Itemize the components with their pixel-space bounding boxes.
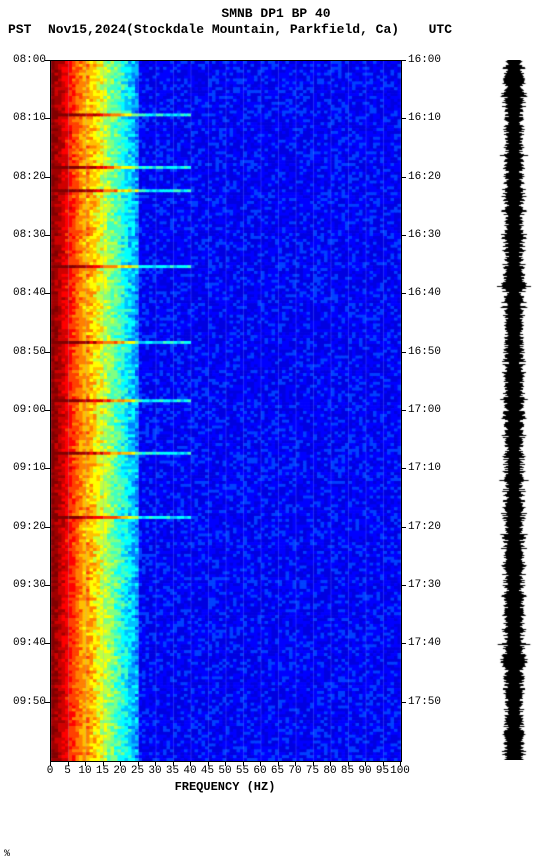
y-tick-utc: 16:30: [408, 230, 452, 241]
y-tick-utc: 16:50: [408, 347, 452, 358]
y-tick-utc: 17:40: [408, 638, 452, 649]
x-tick: 75: [306, 765, 319, 777]
x-tick: 60: [253, 765, 266, 777]
y-tick-utc: 16:20: [408, 172, 452, 183]
y-tick-pst: 09:20: [2, 522, 46, 533]
x-tick: 80: [323, 765, 336, 777]
spectrogram-canvas: [51, 61, 401, 761]
y-tick-utc: 17:10: [408, 463, 452, 474]
waveform-panel: [488, 60, 540, 760]
x-tick: 95: [376, 765, 389, 777]
x-tick: 40: [183, 765, 196, 777]
x-tick: 100: [390, 765, 410, 777]
y-tick-pst: 08:00: [2, 55, 46, 66]
y-tick-pst: 08:40: [2, 288, 46, 299]
x-tick: 90: [358, 765, 371, 777]
x-tick: 85: [341, 765, 354, 777]
waveform-canvas: [488, 60, 540, 760]
x-tick: 10: [78, 765, 91, 777]
x-tick: 15: [96, 765, 109, 777]
pst-label: PST: [8, 22, 31, 37]
chart-title: SMNB DP1 BP 40: [0, 6, 552, 21]
footer-mark: %: [4, 849, 10, 860]
x-tick: 20: [113, 765, 126, 777]
x-tick: 50: [218, 765, 231, 777]
x-tick: 25: [131, 765, 144, 777]
utc-label: UTC: [429, 22, 452, 37]
x-tick: 55: [236, 765, 249, 777]
y-tick-utc: 17:30: [408, 580, 452, 591]
y-tick-pst: 08:50: [2, 347, 46, 358]
x-axis-label: FREQUENCY (HZ): [50, 780, 400, 794]
y-tick-pst: 09:10: [2, 463, 46, 474]
y-tick-pst: 09:00: [2, 405, 46, 416]
y-tick-pst: 09:50: [2, 697, 46, 708]
y-tick-utc: 16:40: [408, 288, 452, 299]
x-tick: 30: [148, 765, 161, 777]
y-tick-pst: 08:20: [2, 172, 46, 183]
y-tick-utc: 17:00: [408, 405, 452, 416]
x-tick: 65: [271, 765, 284, 777]
y-tick-pst: 09:40: [2, 638, 46, 649]
x-tick: 45: [201, 765, 214, 777]
date-location: Nov15,2024(Stockdale Mountain, Parkfield…: [48, 22, 399, 37]
x-tick: 70: [288, 765, 301, 777]
spectrogram-plot: [50, 60, 402, 762]
y-tick-pst: 08:30: [2, 230, 46, 241]
y-tick-utc: 17:20: [408, 522, 452, 533]
y-tick-pst: 08:10: [2, 113, 46, 124]
x-tick: 0: [47, 765, 54, 777]
y-tick-utc: 16:10: [408, 113, 452, 124]
x-tick: 35: [166, 765, 179, 777]
y-tick-utc: 17:50: [408, 697, 452, 708]
x-tick: 5: [64, 765, 71, 777]
page-root: SMNB DP1 BP 40 PST Nov15,2024(Stockdale …: [0, 0, 552, 864]
y-tick-pst: 09:30: [2, 580, 46, 591]
y-tick-utc: 16:00: [408, 55, 452, 66]
